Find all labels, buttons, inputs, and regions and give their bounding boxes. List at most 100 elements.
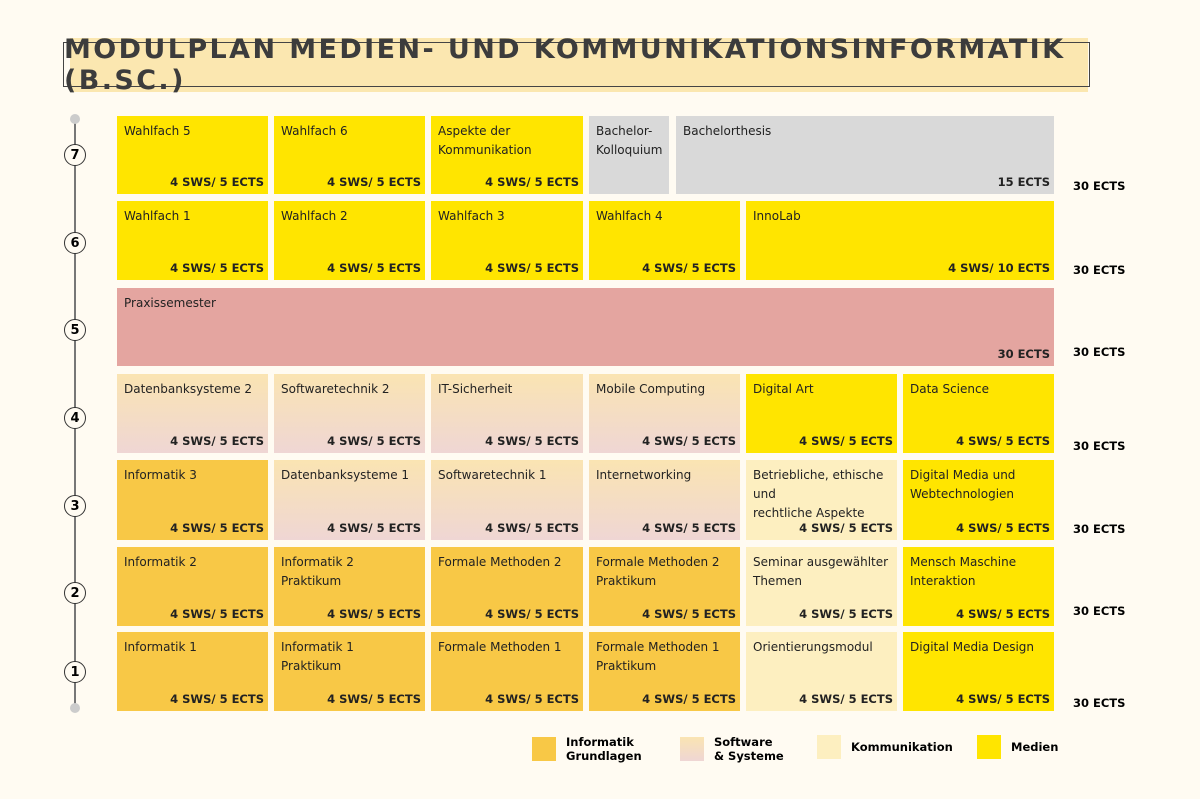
legend-label: Informatik Grundlagen: [566, 735, 642, 763]
module-card[interactable]: Informatik 3 4 SWS/ 5 ECTS: [117, 460, 268, 540]
module-card[interactable]: Wahlfach 5 4 SWS/ 5 ECTS: [117, 116, 268, 194]
module-credits: 4 SWS/ 5 ECTS: [327, 607, 421, 621]
module-credits: 4 SWS/ 5 ECTS: [642, 434, 736, 448]
module-card[interactable]: Aspekte der Kommunikation 4 SWS/ 5 ECTS: [431, 116, 583, 194]
module-credits: 15 ECTS: [997, 175, 1050, 189]
module-card[interactable]: Seminar ausgewählter Themen 4 SWS/ 5 ECTS: [746, 547, 897, 626]
module-credits: 4 SWS/ 5 ECTS: [170, 261, 264, 275]
title-highlight: [70, 38, 1088, 92]
semester-total: 30 ECTS: [1073, 439, 1126, 453]
module-credits: 4 SWS/ 5 ECTS: [956, 607, 1050, 621]
module-name: Informatik 1: [124, 640, 197, 654]
module-credits: 4 SWS/ 10 ECTS: [948, 261, 1050, 275]
semester-marker: 6: [64, 232, 86, 254]
semester-total: 30 ECTS: [1073, 263, 1126, 277]
module-card[interactable]: Mensch Maschine Interaktion 4 SWS/ 5 ECTS: [903, 547, 1054, 626]
module-card[interactable]: Data Science 4 SWS/ 5 ECTS: [903, 374, 1054, 453]
module-name: Softwaretechnik 1: [438, 468, 547, 482]
legend-item: Medien: [977, 735, 1058, 759]
module-card[interactable]: Wahlfach 3 4 SWS/ 5 ECTS: [431, 201, 583, 280]
module-credits: 4 SWS/ 5 ECTS: [485, 434, 579, 448]
legend-swatch: [532, 737, 556, 761]
semester-total: 30 ECTS: [1073, 179, 1126, 193]
semester-total: 30 ECTS: [1073, 604, 1126, 618]
module-credits: 4 SWS/ 5 ECTS: [956, 521, 1050, 535]
module-name: Wahlfach 1: [124, 209, 191, 223]
module-name: Informatik 3: [124, 468, 197, 482]
module-card[interactable]: Formale Methoden 1 4 SWS/ 5 ECTS: [431, 632, 583, 711]
module-card[interactable]: Digital Media Design 4 SWS/ 5 ECTS: [903, 632, 1054, 711]
module-credits: 4 SWS/ 5 ECTS: [799, 434, 893, 448]
module-card[interactable]: Bachelor- Kolloquium: [589, 116, 669, 194]
module-credits: 4 SWS/ 5 ECTS: [170, 434, 264, 448]
module-name: Wahlfach 2: [281, 209, 348, 223]
module-credits: 4 SWS/ 5 ECTS: [327, 175, 421, 189]
timeline-end-dot: [70, 703, 80, 713]
legend-item: Software & Systeme: [680, 735, 784, 763]
semester-total: 30 ECTS: [1073, 345, 1126, 359]
module-credits: 4 SWS/ 5 ECTS: [956, 434, 1050, 448]
module-name: Bachelorthesis: [683, 124, 772, 138]
module-credits: 4 SWS/ 5 ECTS: [485, 692, 579, 706]
module-card[interactable]: Datenbanksysteme 1 4 SWS/ 5 ECTS: [274, 460, 425, 540]
module-card[interactable]: Digital Media und Webtechnologien 4 SWS/ …: [903, 460, 1054, 540]
module-card[interactable]: Wahlfach 2 4 SWS/ 5 ECTS: [274, 201, 425, 280]
module-card[interactable]: Informatik 2 Praktikum 4 SWS/ 5 ECTS: [274, 547, 425, 626]
module-card[interactable]: IT-Sicherheit 4 SWS/ 5 ECTS: [431, 374, 583, 453]
module-name: Formale Methoden 2: [438, 555, 562, 569]
module-card[interactable]: Datenbanksysteme 2 4 SWS/ 5 ECTS: [117, 374, 268, 453]
module-credits: 4 SWS/ 5 ECTS: [485, 521, 579, 535]
module-card[interactable]: Formale Methoden 1 Praktikum 4 SWS/ 5 ECT…: [589, 632, 740, 711]
module-name: Formale Methoden 1: [438, 640, 562, 654]
module-name: IT-Sicherheit: [438, 382, 513, 396]
module-card[interactable]: Formale Methoden 2 4 SWS/ 5 ECTS: [431, 547, 583, 626]
module-card[interactable]: Informatik 1 4 SWS/ 5 ECTS: [117, 632, 268, 711]
module-card[interactable]: Orientierungsmodul 4 SWS/ 5 ECTS: [746, 632, 897, 711]
module-credits: 4 SWS/ 5 ECTS: [170, 692, 264, 706]
module-card[interactable]: Informatik 2 4 SWS/ 5 ECTS: [117, 547, 268, 626]
module-name: Bachelor- Kolloquium: [596, 124, 663, 157]
module-name: Seminar ausgewählter Themen: [753, 555, 889, 588]
timeline-start-dot: [70, 114, 80, 124]
module-card[interactable]: Softwaretechnik 1 4 SWS/ 5 ECTS: [431, 460, 583, 540]
module-card[interactable]: Internetworking 4 SWS/ 5 ECTS: [589, 460, 740, 540]
module-card[interactable]: Informatik 1 Praktikum 4 SWS/ 5 ECTS: [274, 632, 425, 711]
module-card[interactable]: Wahlfach 6 4 SWS/ 5 ECTS: [274, 116, 425, 194]
module-card[interactable]: Wahlfach 4 4 SWS/ 5 ECTS: [589, 201, 740, 280]
module-name: Internetworking: [596, 468, 692, 482]
module-credits: 4 SWS/ 5 ECTS: [799, 607, 893, 621]
semester-marker: 4: [64, 407, 86, 429]
module-name: Wahlfach 4: [596, 209, 663, 223]
module-name: Wahlfach 5: [124, 124, 191, 138]
module-credits: 4 SWS/ 5 ECTS: [642, 261, 736, 275]
module-credits: 4 SWS/ 5 ECTS: [327, 434, 421, 448]
module-name: Mobile Computing: [596, 382, 706, 396]
module-name: Mensch Maschine Interaktion: [910, 555, 1017, 588]
module-card[interactable]: Betriebliche, ethische und rechtliche As…: [746, 460, 897, 540]
module-credits: 4 SWS/ 5 ECTS: [642, 607, 736, 621]
module-credits: 4 SWS/ 5 ECTS: [327, 261, 421, 275]
page-title: MODULPLAN MEDIEN- UND KOMMUNIKATIONSINFO…: [63, 34, 1090, 96]
module-card[interactable]: Mobile Computing 4 SWS/ 5 ECTS: [589, 374, 740, 453]
module-name: InnoLab: [753, 209, 801, 223]
module-card[interactable]: Formale Methoden 2 Praktikum 4 SWS/ 5 ECT…: [589, 547, 740, 626]
module-card[interactable]: Digital Art 4 SWS/ 5 ECTS: [746, 374, 897, 453]
module-card[interactable]: Bachelorthesis 15 ECTS: [676, 116, 1054, 194]
module-card[interactable]: Softwaretechnik 2 4 SWS/ 5 ECTS: [274, 374, 425, 453]
module-name: Data Science: [910, 382, 989, 396]
module-name: Digital Media Design: [910, 640, 1035, 654]
module-name: Wahlfach 3: [438, 209, 505, 223]
module-card[interactable]: InnoLab 4 SWS/ 10 ECTS: [746, 201, 1054, 280]
module-credits: 30 ECTS: [997, 347, 1050, 361]
module-name: Formale Methoden 2 Praktikum: [596, 555, 720, 588]
module-name: Informatik 2 Praktikum: [281, 555, 354, 588]
module-credits: 4 SWS/ 5 ECTS: [485, 175, 579, 189]
legend-item: Kommunikation: [817, 735, 953, 759]
module-card[interactable]: Praxissemester 30 ECTS: [117, 288, 1054, 366]
legend-swatch: [680, 737, 704, 761]
semester-total: 30 ECTS: [1073, 696, 1126, 710]
module-credits: 4 SWS/ 5 ECTS: [170, 521, 264, 535]
module-card[interactable]: Wahlfach 1 4 SWS/ 5 ECTS: [117, 201, 268, 280]
module-name: Wahlfach 6: [281, 124, 348, 138]
module-credits: 4 SWS/ 5 ECTS: [485, 261, 579, 275]
